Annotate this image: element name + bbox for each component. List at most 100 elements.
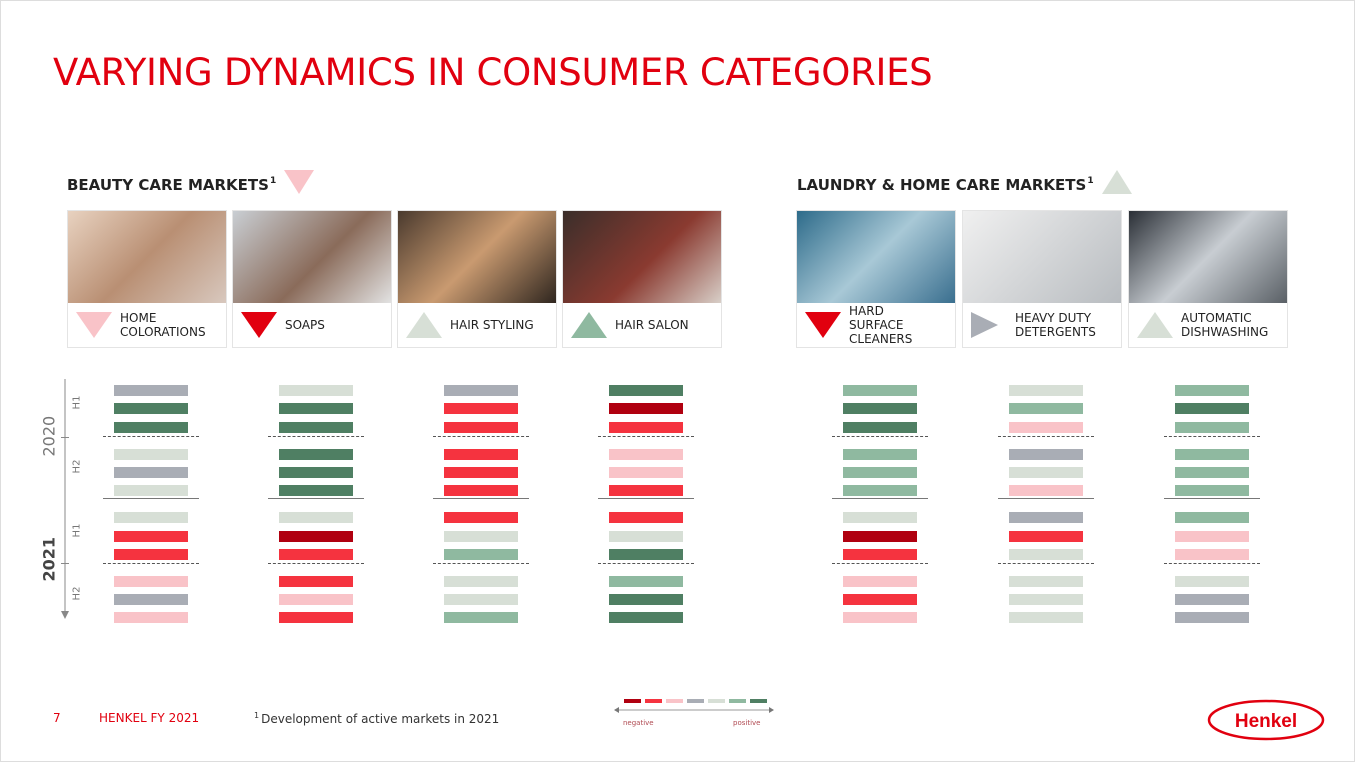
rating-bar <box>843 531 917 542</box>
rating-bar <box>114 576 188 587</box>
rating-bar <box>444 531 518 542</box>
rating-bar <box>843 576 917 587</box>
rating-bar <box>114 612 188 623</box>
rating-bar <box>279 612 353 623</box>
year-separator <box>433 498 529 499</box>
trend-triangle <box>971 312 998 338</box>
triangle <box>406 312 442 338</box>
rating-bar <box>609 594 683 605</box>
rating-bar <box>279 422 353 433</box>
rating-bar <box>1009 422 1083 433</box>
rating-bar <box>609 449 683 460</box>
legend-arrow <box>614 707 774 713</box>
footnote: 1 Development of active markets in 2021 <box>254 711 499 726</box>
triangle <box>1137 312 1173 338</box>
rating-bar <box>843 422 917 433</box>
logo-text: Henkel <box>1235 711 1297 732</box>
rating-bar <box>1009 485 1083 496</box>
category-label-row: HOME COLORATIONS <box>68 303 226 347</box>
half-label: H2 <box>71 586 83 601</box>
rating-bar <box>1175 422 1249 433</box>
rating-bar <box>1175 531 1249 542</box>
rating-bar <box>609 512 683 523</box>
legend-swatch <box>624 699 641 703</box>
category-label: HAIR STYLING <box>450 318 534 332</box>
rating-bar <box>1009 612 1083 623</box>
legend-swatch <box>750 699 767 703</box>
rating-bar <box>279 549 353 560</box>
rating-bar <box>279 512 353 523</box>
trend-triangle <box>284 170 315 194</box>
half-separator <box>598 563 694 564</box>
year-separator <box>268 498 364 499</box>
rating-bar <box>1009 549 1083 560</box>
year-separator <box>598 498 694 499</box>
half-separator <box>1164 563 1260 564</box>
half-separator <box>832 436 928 437</box>
rating-bar <box>1009 467 1083 478</box>
category-image <box>1129 211 1287 303</box>
rating-bar <box>279 576 353 587</box>
category-label: SOAPS <box>285 318 325 332</box>
category-image <box>398 211 556 303</box>
rating-bar <box>1009 531 1083 542</box>
section-title-text: LAUNDRY & HOME CARE MARKETS <box>797 176 1087 194</box>
footnote-text: Development of active markets in 2021 <box>261 712 500 726</box>
rating-bar <box>843 385 917 396</box>
year-label: 2021 <box>39 536 59 582</box>
rating-bar <box>114 422 188 433</box>
category-card: HAIR STYLING <box>397 210 557 348</box>
category-label-row: HARD SURFACE CLEANERS <box>797 303 955 347</box>
rating-bar <box>444 449 518 460</box>
rating-bar <box>1009 385 1083 396</box>
rating-bar <box>114 512 188 523</box>
rating-bar <box>609 485 683 496</box>
rating-bar <box>1009 449 1083 460</box>
rating-bar <box>444 549 518 560</box>
rating-bar <box>843 403 917 414</box>
category-card: HARD SURFACE CLEANERS <box>796 210 956 348</box>
half-label: H2 <box>71 459 83 474</box>
rating-bar <box>114 531 188 542</box>
rating-bar <box>843 467 917 478</box>
rating-bar <box>1175 385 1249 396</box>
rating-bar <box>444 422 518 433</box>
year-separator <box>832 498 928 499</box>
rating-bar <box>114 549 188 560</box>
rating-bar <box>609 612 683 623</box>
category-image <box>563 211 721 303</box>
page-number: 7 <box>53 711 61 725</box>
triangle <box>805 312 841 338</box>
triangle <box>971 312 998 338</box>
legend-swatch <box>666 699 683 703</box>
half-separator <box>433 436 529 437</box>
footer-company: HENKEL FY 2021 <box>99 711 200 725</box>
rating-bar <box>1175 576 1249 587</box>
category-image <box>233 211 391 303</box>
section-title-text: BEAUTY CARE MARKETS <box>67 176 269 194</box>
rating-bar <box>279 385 353 396</box>
rating-bar <box>114 467 188 478</box>
rating-bar <box>609 531 683 542</box>
trend-triangle <box>406 312 442 338</box>
rating-bar <box>444 485 518 496</box>
rating-bar <box>279 594 353 605</box>
half-separator <box>998 436 1094 437</box>
timeline-tick <box>61 437 69 438</box>
category-label: AUTOMATIC DISHWASHING <box>1181 311 1269 339</box>
category-image <box>963 211 1121 303</box>
year-separator <box>998 498 1094 499</box>
rating-bar <box>279 403 353 414</box>
half-separator <box>103 436 199 437</box>
category-label: HOME COLORATIONS <box>120 311 206 339</box>
rating-bar <box>843 449 917 460</box>
triangle <box>76 312 112 338</box>
rating-bar <box>444 512 518 523</box>
category-label: HARD SURFACE CLEANERS <box>849 304 913 346</box>
category-card: HAIR SALON <box>562 210 722 348</box>
rating-bar <box>843 549 917 560</box>
rating-bar <box>609 385 683 396</box>
rating-bar <box>444 576 518 587</box>
slide-title: VARYING DYNAMICS IN CONSUMER CATEGORIES <box>53 51 933 94</box>
half-separator <box>103 563 199 564</box>
